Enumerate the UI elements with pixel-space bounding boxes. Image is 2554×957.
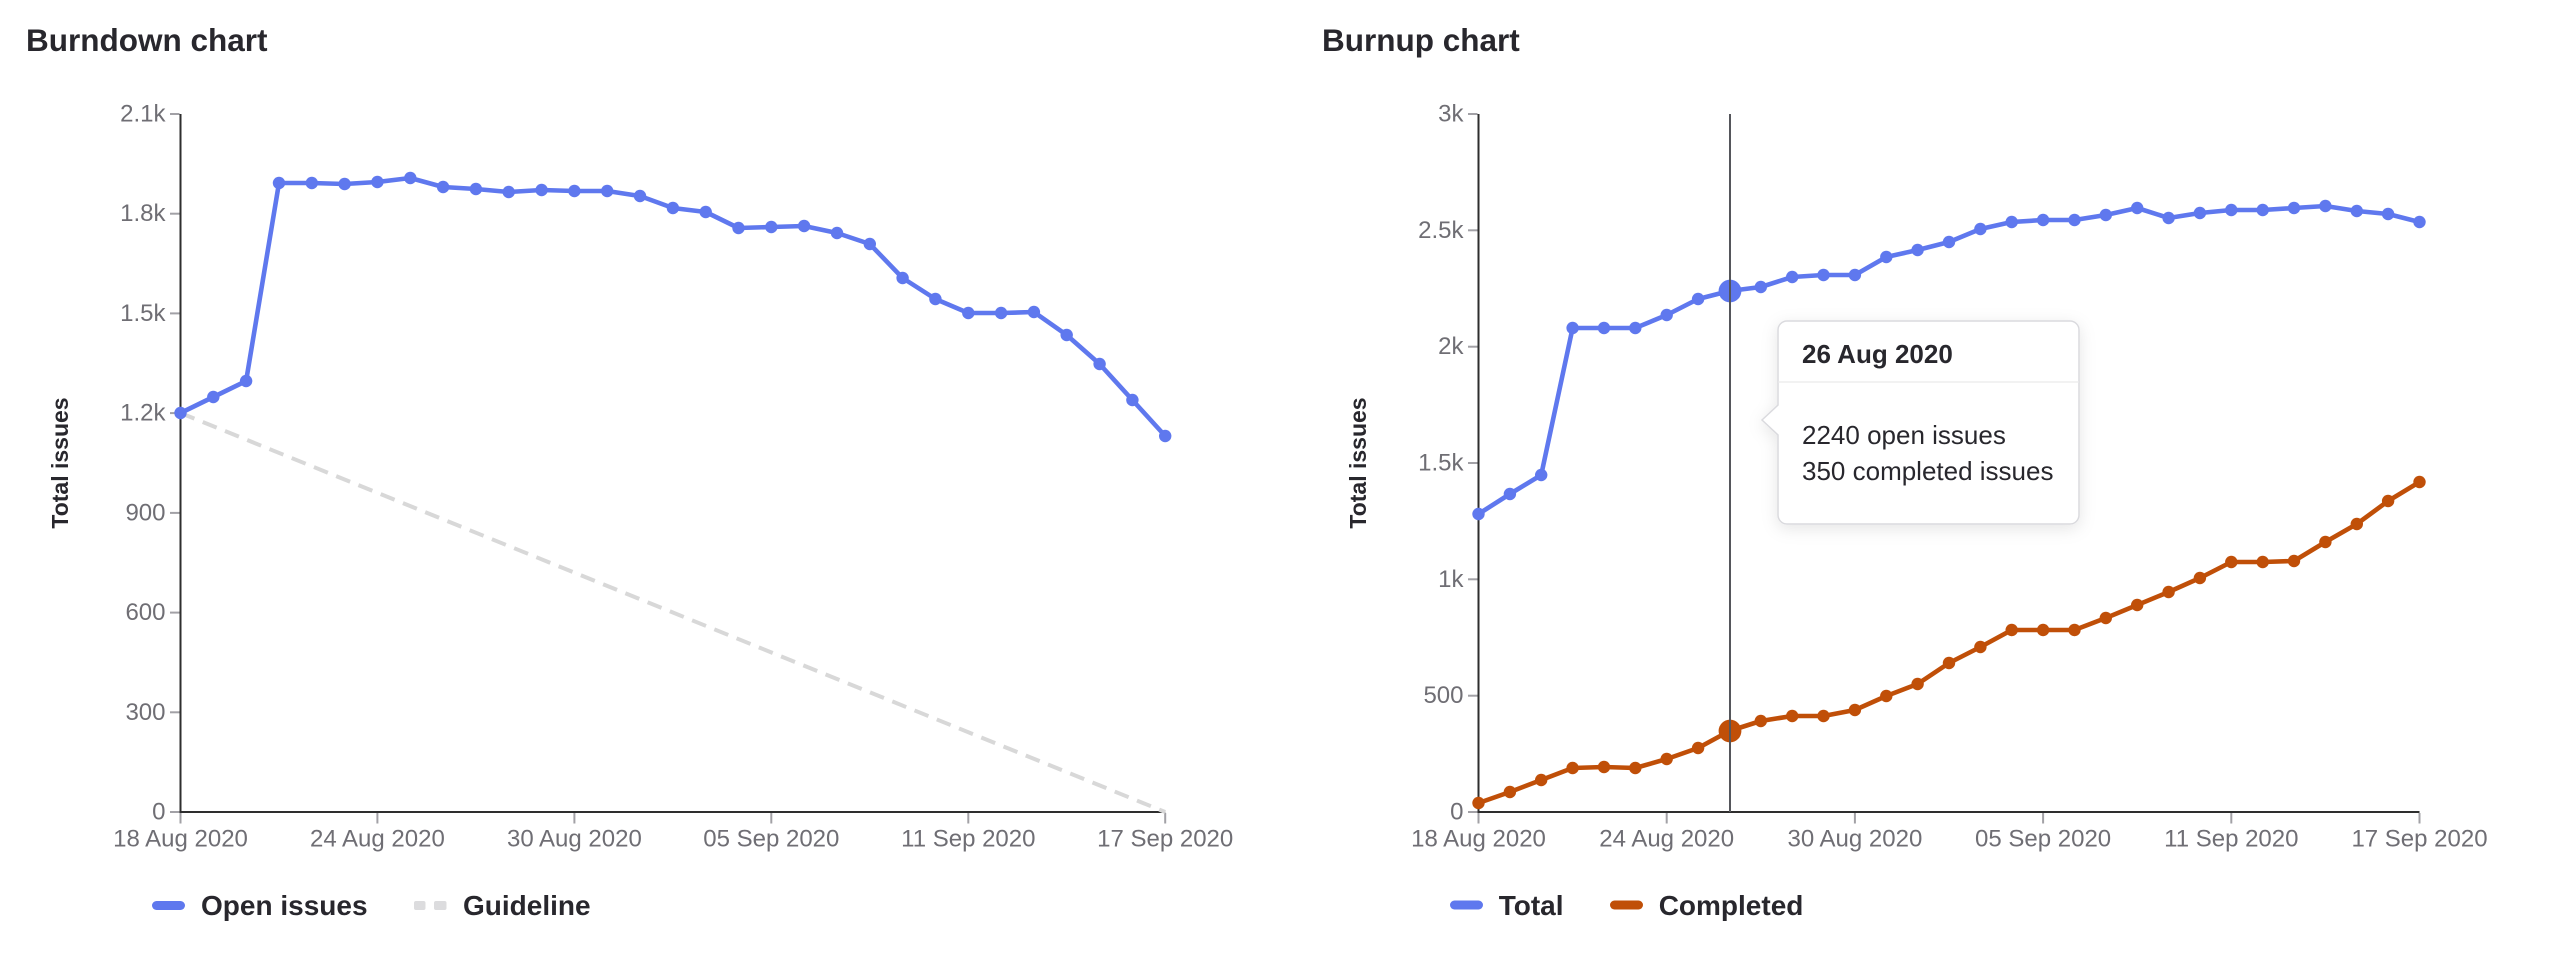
svg-text:18 Aug 2020: 18 Aug 2020 (1411, 826, 1546, 853)
svg-text:1.2k: 1.2k (120, 400, 166, 427)
svg-text:2240 open issues: 2240 open issues (1802, 420, 2006, 450)
svg-text:11 Sep 2020: 11 Sep 2020 (2164, 826, 2298, 853)
svg-text:Burnup chart: Burnup chart (1322, 22, 1520, 58)
svg-text:Total: Total (1499, 890, 1564, 921)
svg-text:05 Sep 2020: 05 Sep 2020 (1975, 826, 2111, 853)
svg-text:18 Aug 2020: 18 Aug 2020 (113, 826, 248, 853)
svg-text:600: 600 (125, 599, 165, 626)
svg-text:2.1k: 2.1k (120, 101, 166, 128)
svg-text:1.5k: 1.5k (1418, 450, 1464, 477)
svg-text:3k: 3k (1438, 101, 1464, 128)
svg-text:1.8k: 1.8k (120, 200, 166, 227)
svg-text:350 completed issues: 350 completed issues (1802, 456, 2053, 486)
svg-text:1k: 1k (1438, 566, 1464, 593)
svg-text:Guideline: Guideline (463, 890, 591, 921)
svg-text:17 Sep 2020: 17 Sep 2020 (2351, 826, 2487, 853)
svg-text:0: 0 (1450, 799, 1463, 826)
svg-text:11 Sep 2020: 11 Sep 2020 (901, 826, 1035, 853)
svg-text:Completed: Completed (1659, 890, 1804, 921)
svg-text:500: 500 (1423, 682, 1463, 709)
svg-text:24 Aug 2020: 24 Aug 2020 (1599, 826, 1734, 853)
svg-text:05 Sep 2020: 05 Sep 2020 (703, 826, 839, 853)
svg-text:Burndown chart: Burndown chart (26, 22, 268, 58)
svg-text:0: 0 (152, 799, 165, 826)
svg-text:17 Sep 2020: 17 Sep 2020 (1097, 826, 1233, 853)
svg-text:Total issues: Total issues (1345, 397, 1371, 528)
svg-text:30 Aug 2020: 30 Aug 2020 (507, 826, 642, 853)
svg-text:1.5k: 1.5k (120, 300, 166, 327)
svg-text:2.5k: 2.5k (1418, 217, 1464, 244)
svg-text:300: 300 (125, 699, 165, 726)
svg-text:2k: 2k (1438, 333, 1464, 360)
svg-text:Total issues: Total issues (47, 397, 73, 528)
svg-text:26 Aug 2020: 26 Aug 2020 (1802, 339, 1953, 369)
svg-text:Open issues: Open issues (201, 890, 368, 921)
svg-text:900: 900 (125, 499, 165, 526)
svg-text:24 Aug 2020: 24 Aug 2020 (310, 826, 445, 853)
svg-text:30 Aug 2020: 30 Aug 2020 (1787, 826, 1922, 853)
